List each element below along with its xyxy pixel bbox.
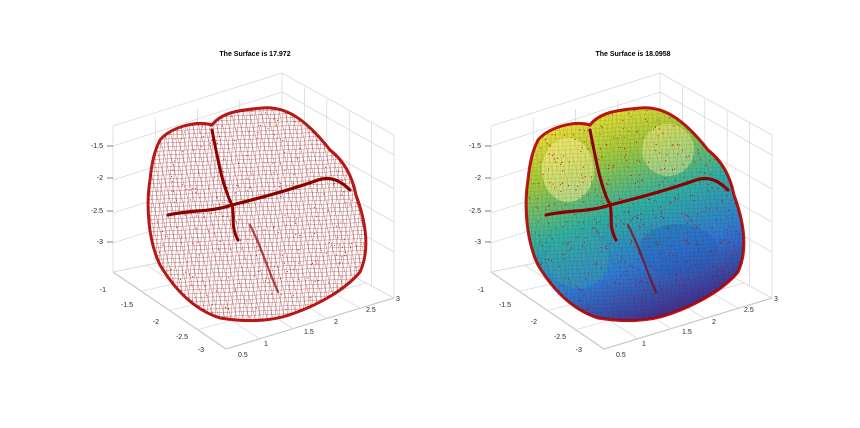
surface-rim (524, 106, 746, 323)
y-tick-label: -1 (478, 287, 484, 294)
y-tick-label: -2.5 (176, 334, 188, 341)
x-tick-label: 1 (264, 341, 268, 348)
x-tick-label: 0.5 (616, 352, 626, 359)
y-tick-label: -2.5 (554, 334, 566, 341)
y-tick-label: -3 (198, 347, 204, 354)
x-tick-label: 1.5 (304, 329, 314, 336)
axes-left[interactable]: The Surface is 17.972 -1.5 -2 -2.5 -3 -1 -1.5… (0, 0, 430, 428)
z-tick-label: -1.5 (469, 143, 481, 150)
x-tick-label: 1 (642, 341, 646, 348)
z-tick-label: -3 (97, 239, 103, 246)
y-tick-label: -1 (100, 287, 106, 294)
surface-fissures (544, 128, 730, 294)
x-tick-label: 2.5 (744, 307, 754, 314)
y-tick-label: -1.5 (121, 302, 133, 309)
axes-title: The Surface is 17.972 (219, 51, 291, 58)
x-tick-label: 3 (774, 296, 778, 303)
z-tick-label: -2.5 (91, 208, 103, 215)
z-tick-label: -2 (97, 175, 103, 182)
tooth-surface (524, 106, 746, 323)
y-tick-label: -3 (576, 347, 582, 354)
z-tick-label: -1.5 (91, 143, 103, 150)
axes-title: The Surface is 18.0958 (595, 51, 671, 58)
tick-labels: -1.5 -2 -2.5 -3 -1 -1.5 -2 -2.5 -3 0.5 1 1.5 2 2.5 3 (91, 143, 400, 359)
x-tick-label: 1.5 (682, 329, 692, 336)
x-tick-label: 0.5 (238, 352, 248, 359)
surface-plot-right[interactable]: -1.5 -2 -2.5 -3 -1 -1.5 -2 -2.5 -3 0.5 1 1.5 2 2.5 3 (378, 0, 808, 428)
surface-plot-left[interactable]: -1.5 -2 -2.5 -3 -1 -1.5 -2 -2.5 -3 0.5 1 1.5 2 2.5 3 (0, 0, 430, 428)
z-tick-label: -3 (475, 239, 481, 246)
x-tick-label: 3 (396, 296, 400, 303)
axes-right[interactable]: The Surface is 18.0958 -1.5 -2 -2.5 -3 -1 -1.… (378, 0, 808, 428)
y-tick-label: -2 (153, 319, 159, 326)
y-tick-label: -2 (531, 319, 537, 326)
x-tick-label: 2 (712, 319, 716, 326)
x-tick-label: 2 (334, 319, 338, 326)
x-tick-label: 2.5 (366, 307, 376, 314)
z-tick-label: -2 (475, 175, 481, 182)
tick-labels: -1.5 -2 -2.5 -3 -1 -1.5 -2 -2.5 -3 0.5 1 1.5 2 2.5 3 (469, 143, 778, 359)
y-tick-label: -1.5 (499, 302, 511, 309)
surface-fissures (166, 128, 352, 294)
z-tick-label: -2.5 (469, 208, 481, 215)
surface-rim (146, 106, 368, 323)
